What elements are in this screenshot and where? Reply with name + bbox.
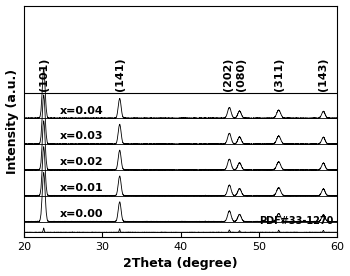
Text: x=0.00: x=0.00 (60, 209, 103, 219)
Text: x=0.01: x=0.01 (60, 183, 103, 193)
Text: PDF#33-1270: PDF#33-1270 (259, 216, 334, 226)
Text: (143): (143) (318, 58, 328, 91)
Text: (080): (080) (236, 58, 246, 91)
Y-axis label: Intensity (a.u.): Intensity (a.u.) (6, 69, 19, 174)
Text: x=0.03: x=0.03 (60, 131, 103, 141)
Text: x=0.02: x=0.02 (60, 157, 103, 167)
Text: (101): (101) (39, 58, 49, 91)
Text: (202): (202) (223, 58, 233, 91)
Text: (141): (141) (115, 58, 125, 91)
Text: (311): (311) (274, 58, 284, 91)
X-axis label: 2Theta (degree): 2Theta (degree) (124, 258, 238, 270)
Text: x=0.04: x=0.04 (60, 105, 103, 116)
